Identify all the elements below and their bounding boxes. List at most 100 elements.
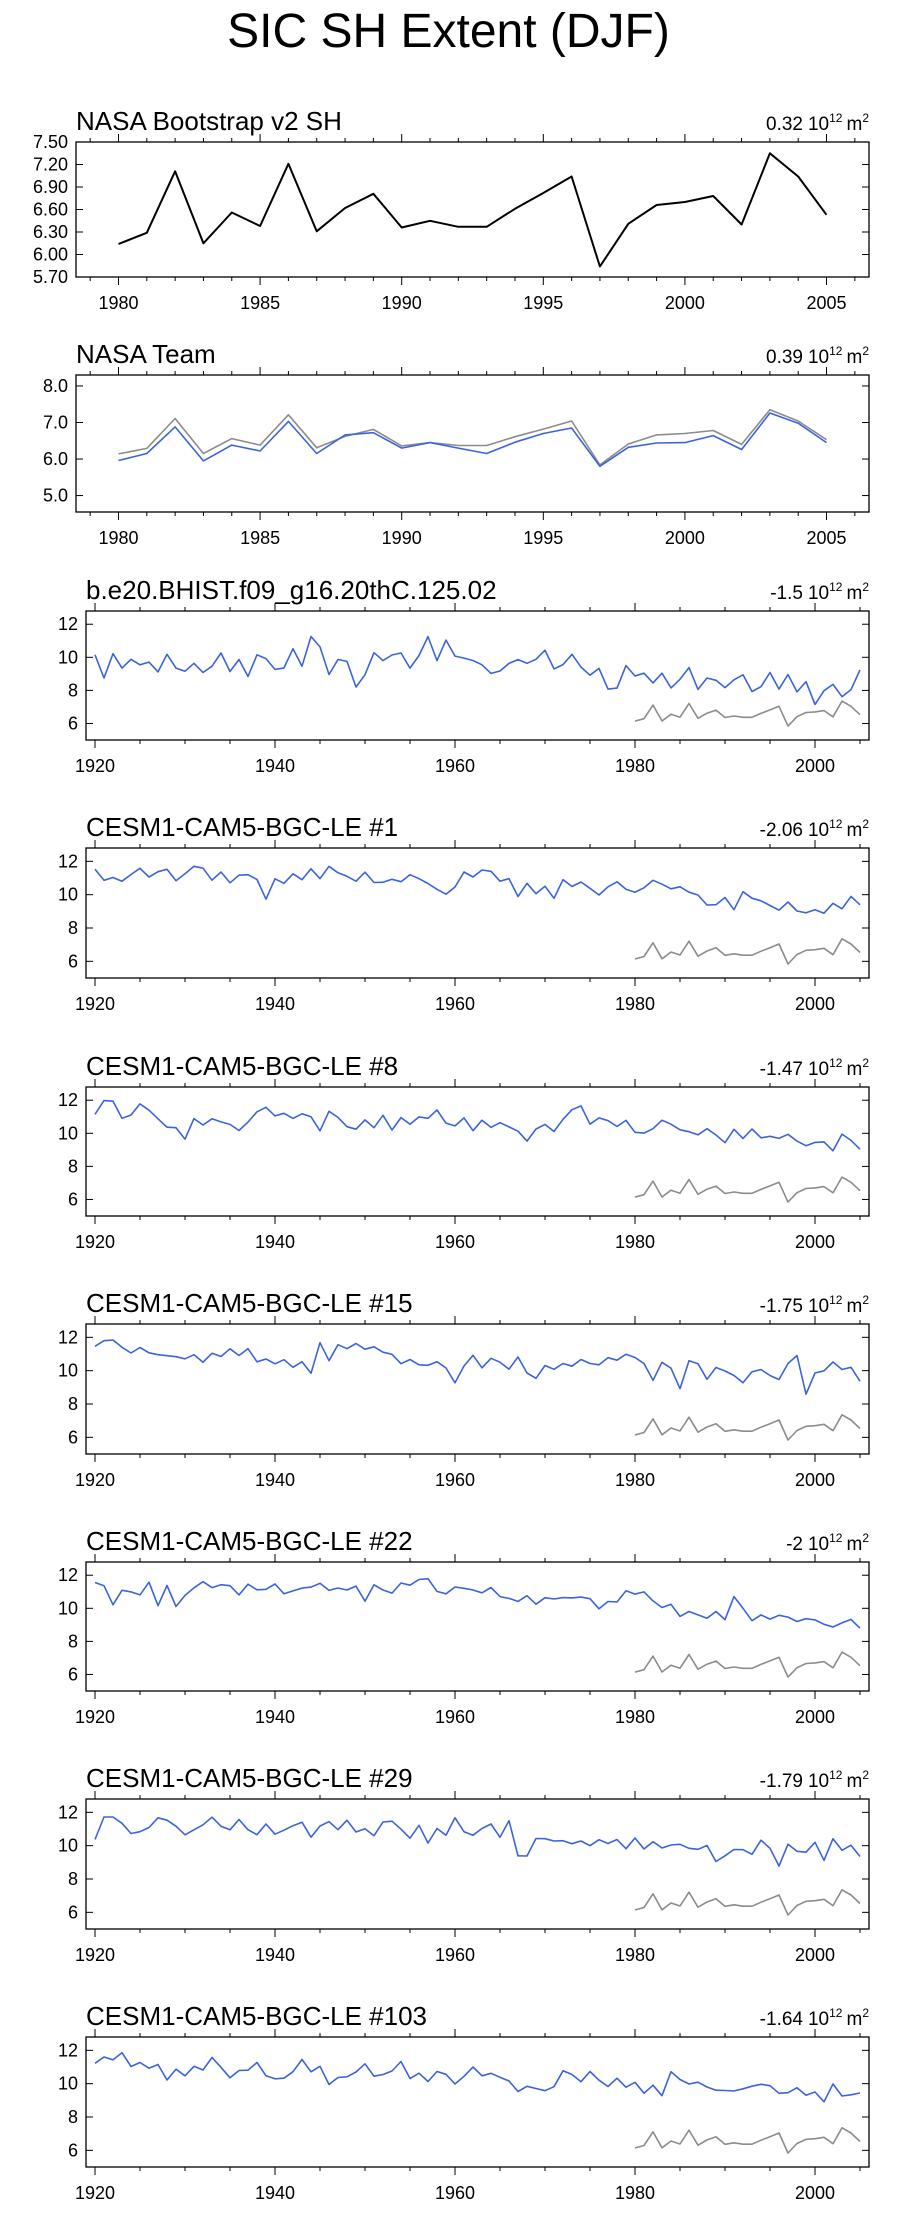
observed-reference-line xyxy=(634,2127,861,2154)
stat-unit-exp: 12 xyxy=(829,111,843,125)
y-tick-label: 6.00 xyxy=(33,245,68,265)
y-tick-label: 8 xyxy=(68,1869,78,1889)
x-tick-label: 2005 xyxy=(806,528,846,548)
plot-frame xyxy=(85,847,870,979)
panel-stat: -1.75 1012 m2 xyxy=(760,1293,870,1317)
x-tick-label: 1920 xyxy=(75,2183,115,2203)
x-tick-label: 2000 xyxy=(795,1470,835,1490)
stat-unit-base: 10 xyxy=(808,114,829,135)
x-tick-label: 1980 xyxy=(98,293,138,313)
stat-unit-tail: m xyxy=(846,347,862,368)
x-tick-label: 1990 xyxy=(382,293,422,313)
model-series-line xyxy=(94,2051,861,2103)
x-tick-label: 1960 xyxy=(435,2183,475,2203)
stat-value: 0.32 xyxy=(766,114,803,135)
x-tick-label: 2000 xyxy=(665,293,705,313)
y-tick-label: 6 xyxy=(68,1427,78,1447)
stat-unit-base: 10 xyxy=(808,2009,829,2030)
x-tick-label: 2005 xyxy=(806,293,846,313)
stat-value: -2 xyxy=(786,1534,803,1555)
stat-unit-tail: m xyxy=(846,1296,862,1317)
plot-frame xyxy=(85,2036,870,2168)
stat-unit-tail: m xyxy=(846,1771,862,1792)
plot-frame xyxy=(75,374,870,513)
x-tick-label: 2000 xyxy=(795,756,835,776)
model-series-line xyxy=(94,635,861,706)
x-tick-label: 2000 xyxy=(665,528,705,548)
observed-reference-line xyxy=(634,1889,861,1916)
y-tick-label: 10 xyxy=(58,1123,78,1143)
stat-unit-base: 10 xyxy=(808,820,829,841)
panel-stat: -1.5 1012 m2 xyxy=(770,580,869,604)
stat-unit-tail-exp: 2 xyxy=(862,817,869,831)
panel-stat: 0.39 1012 m2 xyxy=(766,344,869,368)
y-tick-label: 12 xyxy=(58,1327,78,1347)
y-tick-label: 12 xyxy=(58,614,78,634)
y-tick-label: 6.0 xyxy=(43,449,68,469)
y-tick-label: 12 xyxy=(58,1802,78,1822)
stat-unit-exp: 12 xyxy=(829,1056,843,1070)
plot-frame xyxy=(75,141,870,278)
plot-frame xyxy=(85,1323,870,1455)
y-tick-label: 6 xyxy=(68,1189,78,1209)
observed-reference-line xyxy=(634,1414,861,1441)
stat-unit-exp: 12 xyxy=(829,580,843,594)
model-series-line xyxy=(94,1577,861,1629)
x-tick-label: 2000 xyxy=(795,2183,835,2203)
stat-unit-tail-exp: 2 xyxy=(862,111,869,125)
stat-unit-tail-exp: 2 xyxy=(862,580,869,594)
x-tick-label: 1980 xyxy=(615,994,655,1014)
y-tick-label: 10 xyxy=(58,647,78,667)
model-series-line xyxy=(94,1339,861,1395)
y-tick-label: 12 xyxy=(58,851,78,871)
stat-unit-tail-exp: 2 xyxy=(862,2006,869,2020)
panel-stat: -2 1012 m2 xyxy=(786,1531,869,1555)
x-tick-label: 1980 xyxy=(615,756,655,776)
stat-unit-exp: 12 xyxy=(829,1768,843,1782)
figure-title: SIC SH Extent (DJF) xyxy=(227,5,670,58)
x-tick-label: 1940 xyxy=(255,1232,295,1252)
stat-unit-exp: 12 xyxy=(829,344,843,358)
panel-title: NASA Team xyxy=(76,339,216,369)
y-tick-label: 7.0 xyxy=(43,412,68,432)
panel-title: CESM1-CAM5-BGC-LE #1 xyxy=(86,812,398,842)
y-tick-label: 6 xyxy=(68,713,78,733)
stat-unit-tail: m xyxy=(846,114,862,135)
panel-stat: -1.47 1012 m2 xyxy=(760,1056,870,1080)
y-tick-label: 10 xyxy=(58,2074,78,2094)
stat-unit-tail: m xyxy=(846,2009,862,2030)
y-tick-label: 7.20 xyxy=(33,155,68,175)
x-tick-label: 1960 xyxy=(435,1945,475,1965)
y-tick-label: 8 xyxy=(68,1156,78,1176)
x-tick-label: 1960 xyxy=(435,1707,475,1727)
chart-panel-3: b.e20.BHIST.f09_g16.20thC.125.02 -1.5 1012… xyxy=(58,575,870,776)
x-tick-label: 1980 xyxy=(98,528,138,548)
x-tick-label: 1920 xyxy=(75,1945,115,1965)
x-tick-label: 1920 xyxy=(75,1707,115,1727)
stat-unit-base: 10 xyxy=(808,1771,829,1792)
x-tick-label: 2000 xyxy=(795,1945,835,1965)
y-tick-label: 10 xyxy=(58,1598,78,1618)
y-tick-label: 8 xyxy=(68,1394,78,1414)
chart-panel-2: NASA Team 0.39 1012 m2 1980 1985 1990 1995 2000 2… xyxy=(43,339,870,548)
panel-title: CESM1-CAM5-BGC-LE #22 xyxy=(86,1526,413,1556)
y-tick-label: 6 xyxy=(68,2140,78,2160)
x-tick-label: 1960 xyxy=(435,756,475,776)
x-tick-label: 1960 xyxy=(435,994,475,1014)
panel-title: NASA Bootstrap v2 SH xyxy=(76,106,342,136)
stat-value: -1.47 xyxy=(760,1059,803,1080)
observed-series-line xyxy=(118,152,828,268)
x-tick-label: 1960 xyxy=(435,1470,475,1490)
panel-stat: -1.64 1012 m2 xyxy=(760,2006,870,2030)
y-tick-label: 6.60 xyxy=(33,200,68,220)
stat-unit-tail-exp: 2 xyxy=(862,344,869,358)
y-tick-label: 5.70 xyxy=(33,267,68,287)
y-tick-label: 6.30 xyxy=(33,222,68,242)
stat-unit-base: 10 xyxy=(808,1296,829,1317)
stat-unit-exp: 12 xyxy=(829,2006,843,2020)
panel-title: CESM1-CAM5-BGC-LE #8 xyxy=(86,1051,398,1081)
panel-title: CESM1-CAM5-BGC-LE #29 xyxy=(86,1763,413,1793)
model-series-line xyxy=(94,1099,861,1152)
